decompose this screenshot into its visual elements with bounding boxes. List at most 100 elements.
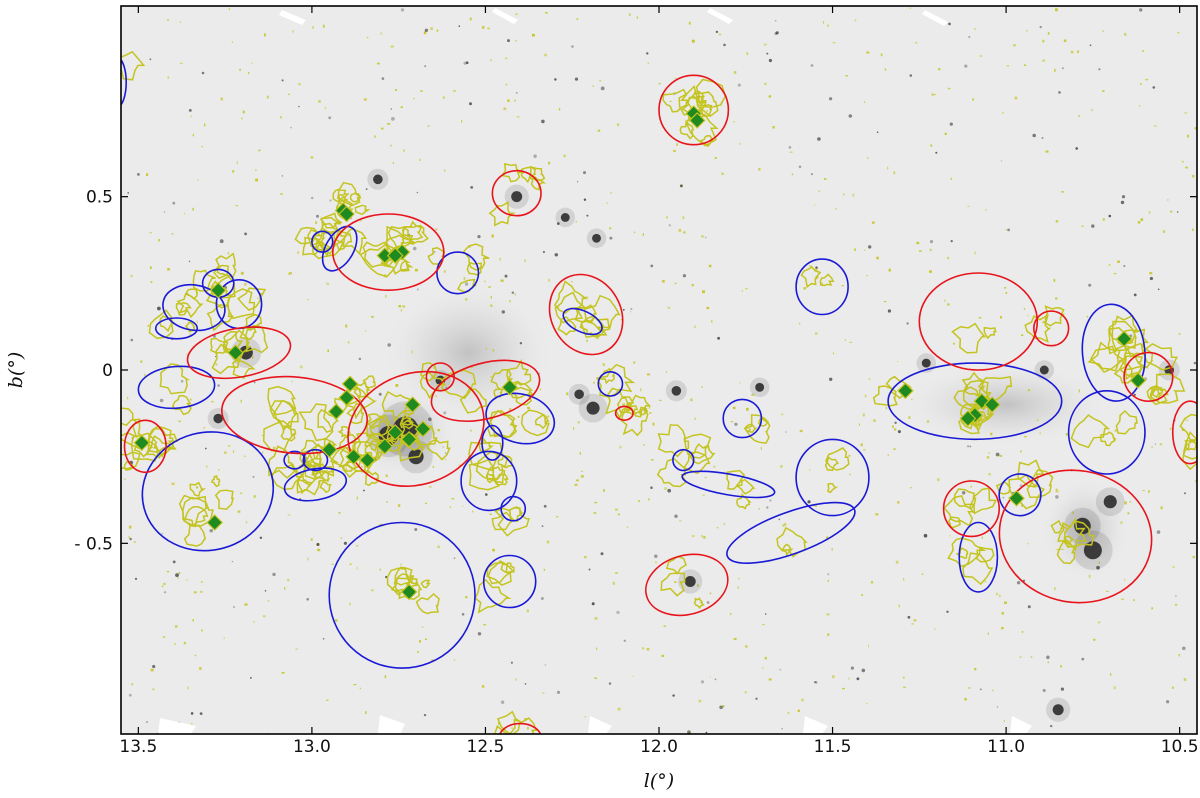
contour-speckle [903,578,905,581]
faint-star [500,700,505,704]
contour-speckle [1078,115,1080,117]
faint-star [979,688,982,691]
faint-star [737,83,741,87]
contour-speckle [1149,272,1153,275]
contour-blob [977,376,1013,405]
contour-speckle [317,548,321,552]
contour-speckle [310,156,314,159]
contour-speckle [938,68,941,71]
contour-speckle [652,422,655,426]
contour-speckle [167,267,170,271]
contour-speckle [831,548,833,551]
faint-star [557,222,560,225]
faint-star [848,114,853,118]
contour-speckle [814,204,816,206]
contour-blob [1118,342,1154,378]
contour-speckle [911,398,913,400]
contour-speckle [1042,39,1045,43]
faint-star [414,528,418,531]
point-source [1052,704,1064,716]
point-source [373,174,383,185]
contour-speckle [884,68,887,71]
contour-speckle [849,341,853,343]
contour-speckle [781,413,784,416]
contour-speckle [194,654,197,657]
contour-blob [487,560,513,585]
contour-speckle [509,408,512,411]
contour-speckle [262,451,264,454]
contour-speckle [1088,574,1091,578]
faint-star [507,39,510,43]
faint-star [1121,195,1126,199]
contour-blob [337,181,361,207]
contour-blob [267,385,297,416]
contour-speckle [349,563,352,565]
contour-speckle [331,563,334,565]
contour-blob [1184,439,1197,451]
contour-speckle [1054,68,1056,72]
contour-blob [346,402,365,425]
point-source [1039,365,1049,375]
faint-star [127,192,129,194]
contour-speckle [338,512,341,514]
contour-speckle [1001,612,1004,615]
contour-blob [947,537,987,568]
contour-speckle [240,271,244,275]
contour-speckle [349,602,351,606]
x-tick-label: 11.0 [987,737,1025,757]
contour-speckle [287,514,291,516]
contour-speckle [714,156,717,159]
contour-speckle [131,683,133,686]
contour-speckle [814,268,818,271]
contour-speckle [463,277,466,280]
contour-speckle [593,512,597,514]
contour-blob [583,294,621,332]
contour-blob [362,241,390,268]
faint-star [381,77,385,80]
contour-speckle [947,303,950,306]
contour-speckle [1194,127,1197,130]
contour-blob [534,414,550,430]
contour-speckle [196,486,199,489]
point-source [574,389,584,400]
contour-speckle [544,53,547,57]
contour-speckle [1000,315,1003,319]
contour-speckle [1142,490,1145,491]
contour-speckle [384,675,387,679]
faint-star [458,25,461,27]
contour-speckle [746,52,749,56]
contour-speckle [1170,210,1173,213]
contour-speckle [665,371,667,373]
blue-ellipse [328,521,476,669]
contour-speckle [527,406,530,410]
x-tick-label: 10.5 [1161,737,1199,757]
faint-star [329,199,332,202]
contour-speckle [199,590,203,593]
contour-speckle [772,126,775,129]
contour-speckle [999,594,1001,597]
faint-star [672,694,675,697]
contour-speckle [1060,548,1064,550]
contour-speckle [748,428,751,431]
faint-star [907,615,911,619]
contour-speckle [411,350,413,354]
contour-speckle [251,356,254,359]
contour-blob [657,424,690,458]
contour-speckle [442,96,445,99]
x-tick-label: 13.5 [119,737,157,757]
faint-star [533,154,537,158]
faint-star [1154,443,1157,445]
faint-star [705,731,708,734]
contour-speckle [242,110,245,114]
contour-speckle [371,315,374,318]
contour-speckle [215,363,218,366]
contour-speckle [1093,638,1096,641]
contour-blob [121,50,146,81]
faint-star [444,452,447,454]
contour-speckle [1076,50,1080,53]
green-marker [1008,489,1025,507]
contour-blob [656,457,687,488]
faint-star [668,224,671,227]
contour-speckle [662,280,665,283]
contour-speckle [251,62,253,64]
